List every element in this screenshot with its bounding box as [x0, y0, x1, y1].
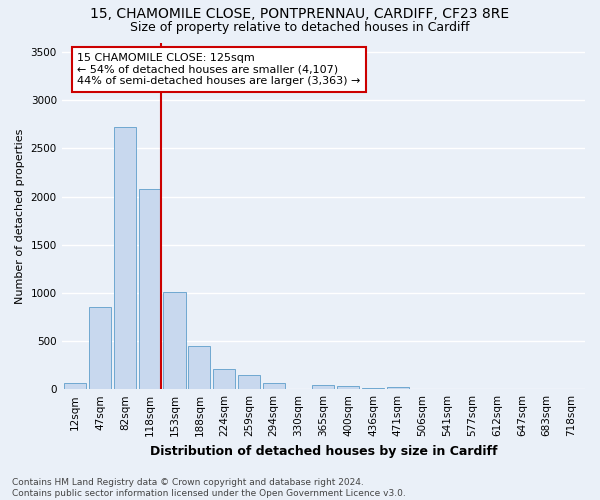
Text: Contains HM Land Registry data © Crown copyright and database right 2024.
Contai: Contains HM Land Registry data © Crown c…: [12, 478, 406, 498]
Bar: [238, 375, 260, 389]
Bar: [188, 346, 211, 389]
Text: 15, CHAMOMILE CLOSE, PONTPRENNAU, CARDIFF, CF23 8RE: 15, CHAMOMILE CLOSE, PONTPRENNAU, CARDIF…: [91, 8, 509, 22]
X-axis label: Distribution of detached houses by size in Cardiff: Distribution of detached houses by size …: [149, 444, 497, 458]
Bar: [263, 383, 285, 389]
Text: Size of property relative to detached houses in Cardiff: Size of property relative to detached ho…: [130, 21, 470, 34]
Bar: [362, 388, 384, 389]
Bar: [386, 388, 409, 389]
Bar: [213, 370, 235, 389]
Bar: [337, 386, 359, 389]
Text: 15 CHAMOMILE CLOSE: 125sqm
← 54% of detached houses are smaller (4,107)
44% of s: 15 CHAMOMILE CLOSE: 125sqm ← 54% of deta…: [77, 53, 361, 86]
Bar: [89, 308, 111, 389]
Bar: [312, 386, 334, 389]
Bar: [163, 292, 185, 389]
Bar: [139, 189, 161, 389]
Bar: [114, 127, 136, 389]
Y-axis label: Number of detached properties: Number of detached properties: [15, 128, 25, 304]
Bar: [64, 383, 86, 389]
